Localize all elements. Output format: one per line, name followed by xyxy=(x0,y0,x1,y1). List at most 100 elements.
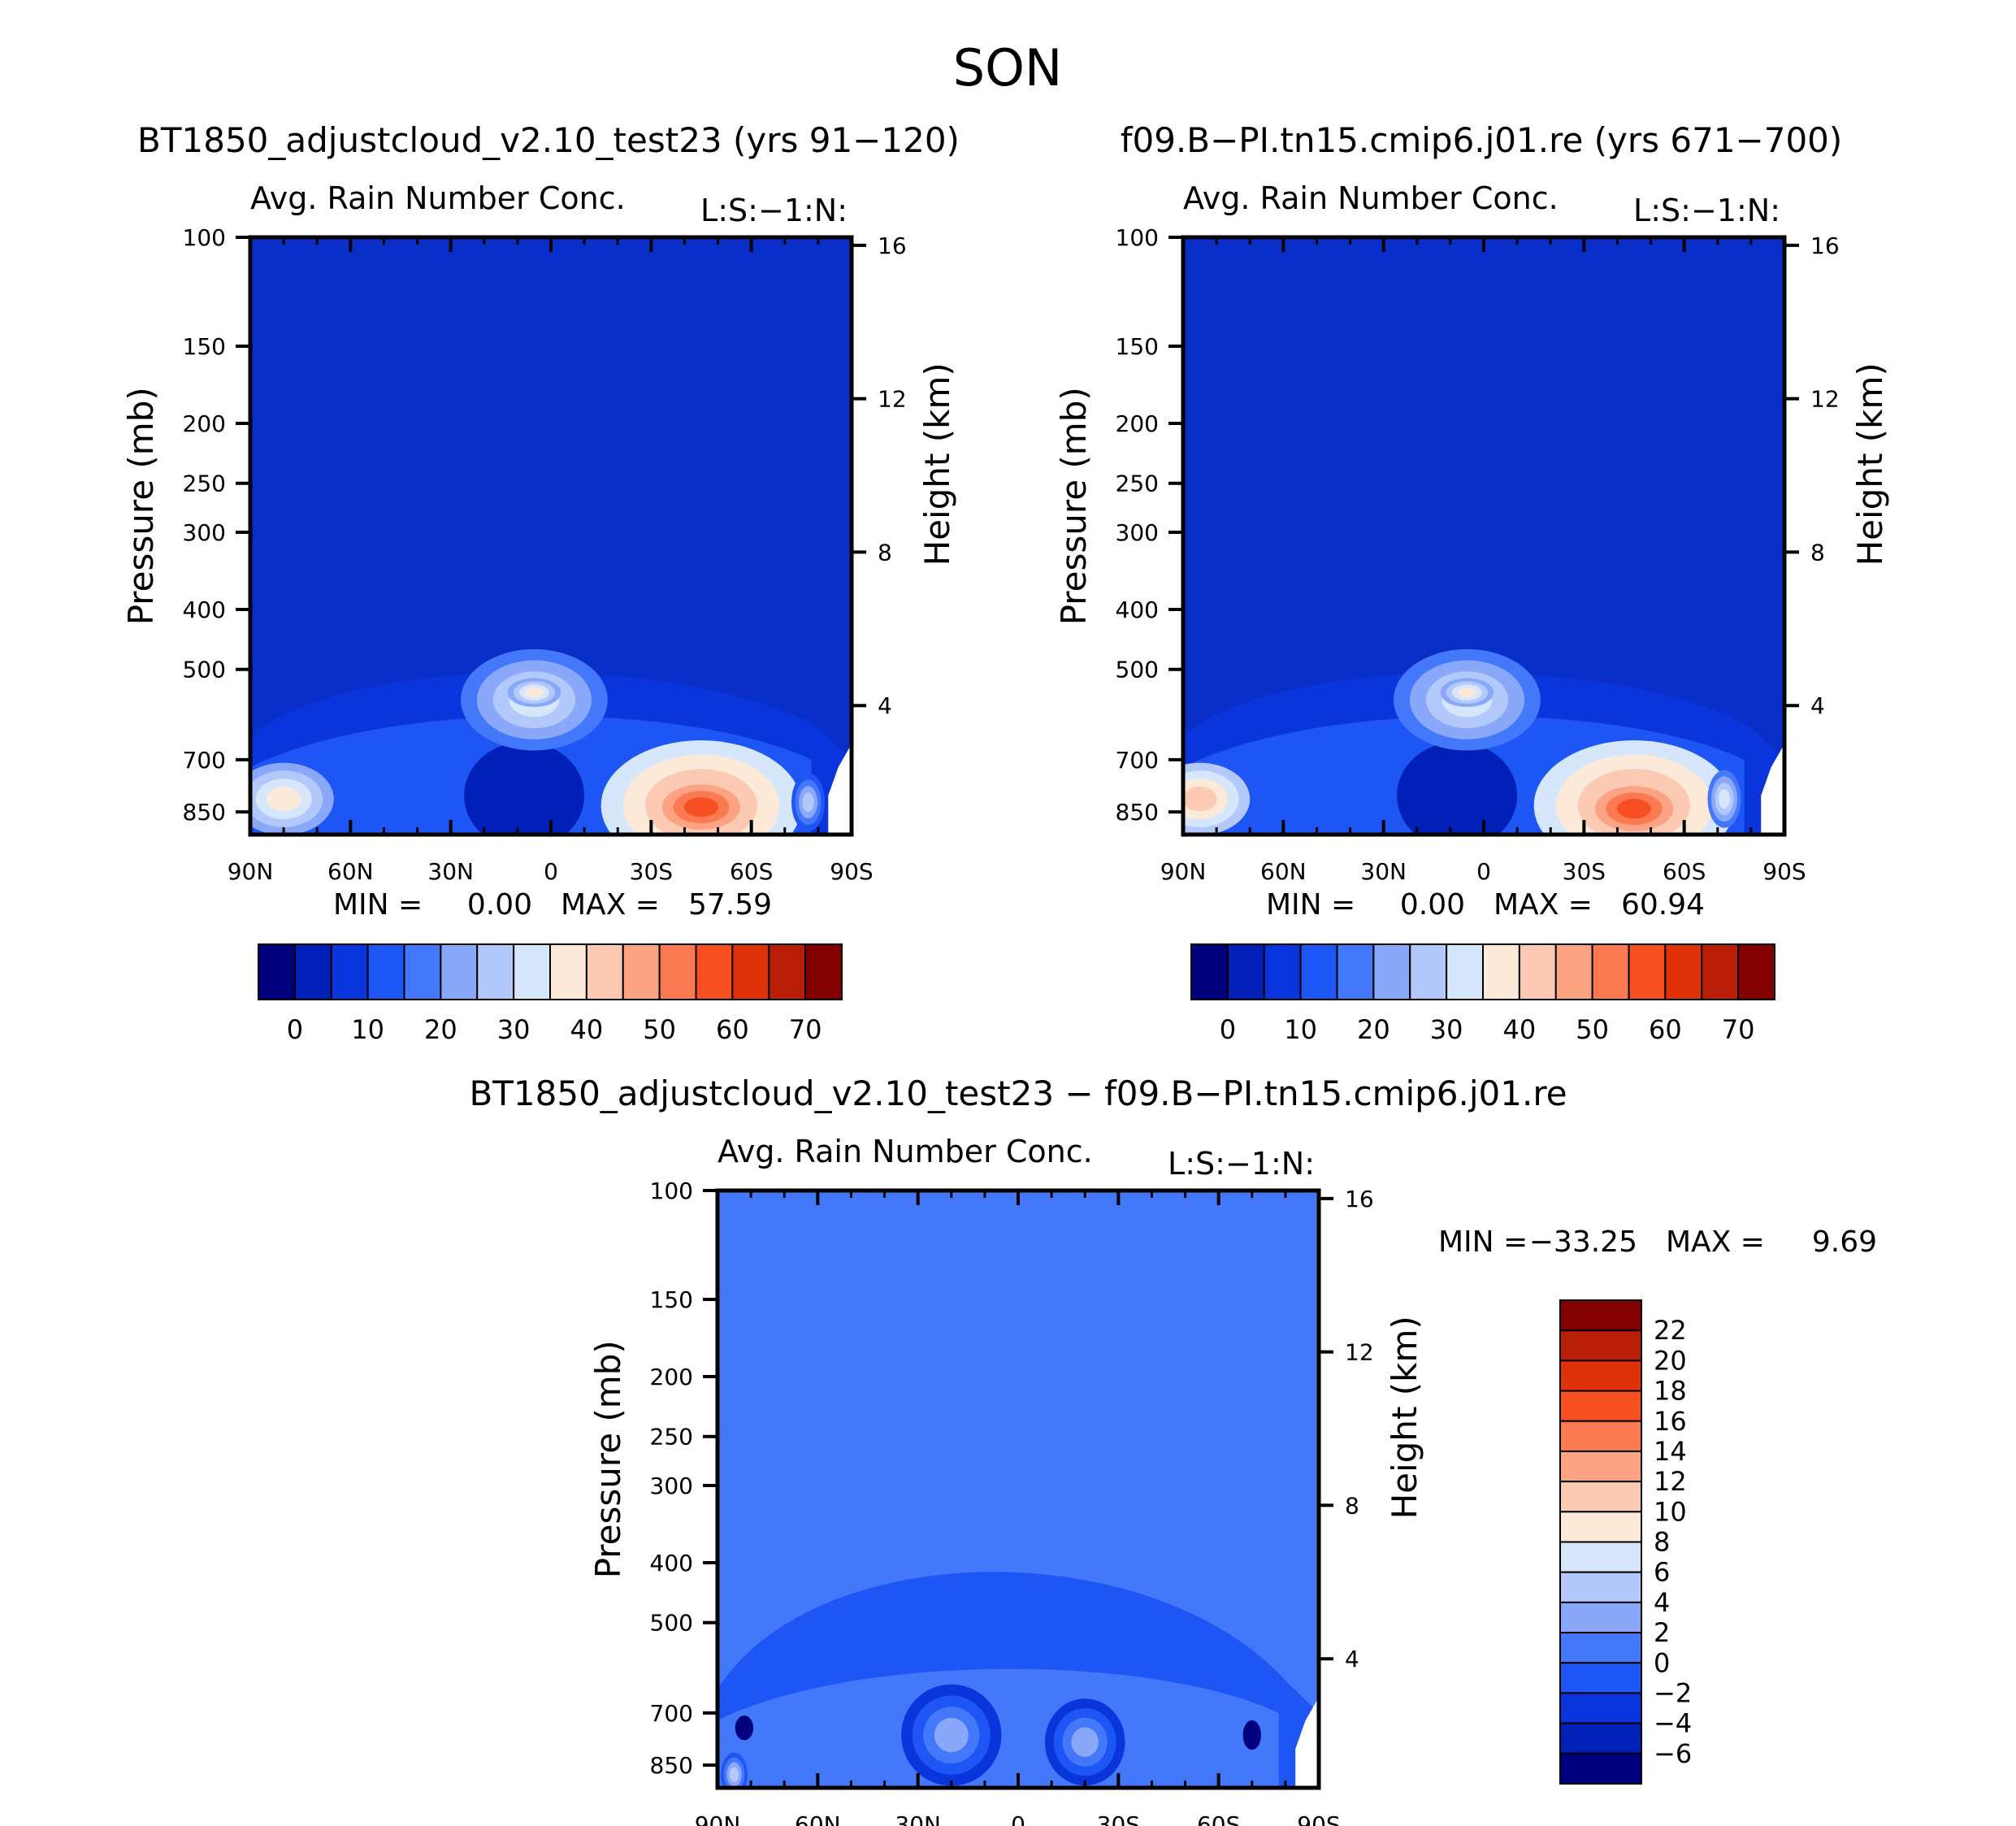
max-value: 9.69 xyxy=(1812,1225,1877,1259)
x-tick-label: 60S xyxy=(730,858,773,885)
y2-tick-label: 4 xyxy=(1810,692,1825,719)
contour-blob xyxy=(1617,799,1651,819)
colorbar-label: 50 xyxy=(1576,1014,1609,1045)
y-tick-label: 850 xyxy=(650,1752,693,1779)
contour-blob xyxy=(1071,1727,1099,1757)
colorbar-box xyxy=(1701,943,1740,1000)
contour-blob xyxy=(729,1767,739,1782)
colorbar-box xyxy=(1664,943,1703,1000)
colorbar-box xyxy=(1559,1541,1642,1573)
x-tick-label: 60S xyxy=(1663,858,1706,885)
colorbar-box xyxy=(585,943,624,1000)
colorbar-box xyxy=(330,943,369,1000)
y-tick-label: 700 xyxy=(183,747,226,774)
panel-subtitle: Avg. Rain Number Conc. xyxy=(250,180,626,216)
colorbar-label: 0 xyxy=(1654,1647,1670,1678)
y2-tick-label: 8 xyxy=(1345,1492,1359,1519)
y-tick-label: 700 xyxy=(1116,747,1159,774)
x-tick-label: 30N xyxy=(895,1811,941,1826)
colorbar-label: 50 xyxy=(643,1014,676,1045)
max-label: MAX = xyxy=(1494,888,1593,922)
x-tick-label: 0 xyxy=(1476,858,1491,885)
y2-tick-label: 12 xyxy=(1345,1339,1374,1366)
colorbar-label: −6 xyxy=(1654,1738,1692,1769)
colorbar-label: 20 xyxy=(424,1014,457,1045)
colorbar-box xyxy=(1190,943,1229,1000)
colorbar-box xyxy=(366,943,405,1000)
colorbar-label: 4 xyxy=(1654,1587,1670,1618)
y-tick-label: 850 xyxy=(183,799,226,826)
colorbar-box xyxy=(1559,1420,1642,1452)
panel-title: f09.B−PI.tn15.cmip6.j01.re (yrs 671−700) xyxy=(1121,120,1843,160)
colorbar-box xyxy=(1482,943,1520,1000)
min-value: −33.25 xyxy=(1529,1225,1637,1259)
colorbar-box xyxy=(1559,1692,1642,1724)
y-axis-label: Pressure (mb) xyxy=(588,1340,628,1578)
colorbar-label: 40 xyxy=(570,1014,604,1045)
y2-tick-label: 8 xyxy=(878,539,892,566)
colorbar-box xyxy=(1263,943,1302,1000)
panel-top-left: BT1850_adjustcloud_v2.10_test23 (yrs 91−… xyxy=(121,120,960,1045)
corner-label: L:S:−1:N: xyxy=(700,193,848,228)
colorbar-box xyxy=(1559,1632,1642,1664)
colorbar-box xyxy=(1559,1511,1642,1543)
panel-subtitle: Avg. Rain Number Conc. xyxy=(1183,180,1559,216)
surface-mask xyxy=(1761,744,1784,835)
colorbar-box xyxy=(1559,1390,1642,1422)
colorbar-label: 8 xyxy=(1654,1527,1670,1558)
colorbar-box xyxy=(1409,943,1448,1000)
contour-blob xyxy=(802,792,814,813)
colorbar-box xyxy=(1559,1481,1642,1513)
colorbar-label: 22 xyxy=(1654,1315,1687,1346)
contour-core xyxy=(464,741,585,835)
y-tick-label: 250 xyxy=(1116,471,1159,497)
x-tick-label: 90S xyxy=(1762,858,1806,885)
colorbar-box xyxy=(1559,1299,1642,1332)
y2-tick-label: 16 xyxy=(878,232,907,259)
y-tick-label: 200 xyxy=(183,410,226,437)
colorbar-box xyxy=(1299,943,1338,1000)
colorbar: 0 10 20 30 40 50 60 70 xyxy=(1190,943,1775,1045)
x-tick-label: 30S xyxy=(1097,1811,1140,1826)
y-tick-label: 200 xyxy=(650,1364,693,1390)
x-tick-label: 60S xyxy=(1197,1811,1240,1826)
y2-axis-label: Height (km) xyxy=(1385,1316,1424,1519)
colorbar-box xyxy=(440,943,479,1000)
y-tick-label: 150 xyxy=(650,1286,693,1313)
colorbar-box xyxy=(731,943,770,1000)
colorbar-box xyxy=(622,943,661,1000)
y2-tick-label: 16 xyxy=(1810,232,1840,259)
panel-title: BT1850_adjustcloud_v2.10_test23 − f09.B−… xyxy=(469,1073,1567,1113)
x-tick-label: 90S xyxy=(1297,1811,1340,1826)
contour-blob xyxy=(1183,786,1217,812)
colorbar-label: 30 xyxy=(1430,1014,1463,1045)
y2-tick-label: 4 xyxy=(878,692,892,719)
x-tick-label: 30S xyxy=(630,858,673,885)
colorbar-box xyxy=(1559,1329,1642,1362)
x-tick-label: 0 xyxy=(1011,1811,1025,1826)
corner-label: L:S:−1:N: xyxy=(1633,193,1780,228)
y2-axis-label: Height (km) xyxy=(917,362,957,566)
colorbar-box xyxy=(293,943,332,1000)
y-tick-label: 300 xyxy=(183,519,226,546)
colorbar-box xyxy=(1559,1752,1642,1785)
min-value: 0.00 xyxy=(1400,888,1465,922)
colorbar-box xyxy=(549,943,587,1000)
panel-subtitle: Avg. Rain Number Conc. xyxy=(718,1134,1093,1169)
y-tick-label: 500 xyxy=(1116,657,1159,683)
colorbar-box xyxy=(1559,1360,1642,1392)
colorbar-box xyxy=(658,943,697,1000)
y-tick-label: 400 xyxy=(650,1550,693,1577)
colorbar-label: 40 xyxy=(1503,1014,1537,1045)
colorbar: 0 10 20 30 40 50 60 70 xyxy=(258,943,843,1045)
colorbar-label: 70 xyxy=(1722,1014,1755,1045)
y-tick-label: 250 xyxy=(650,1424,693,1451)
colorbar-box xyxy=(1559,1722,1642,1754)
colorbar-box xyxy=(258,943,296,1000)
contour-field xyxy=(718,1191,1319,1788)
x-tick-label: 90N xyxy=(695,1811,741,1826)
colorbar-label: 10 xyxy=(1654,1496,1687,1527)
colorbar-label: 14 xyxy=(1654,1436,1687,1467)
min-label: MIN = xyxy=(333,888,423,922)
